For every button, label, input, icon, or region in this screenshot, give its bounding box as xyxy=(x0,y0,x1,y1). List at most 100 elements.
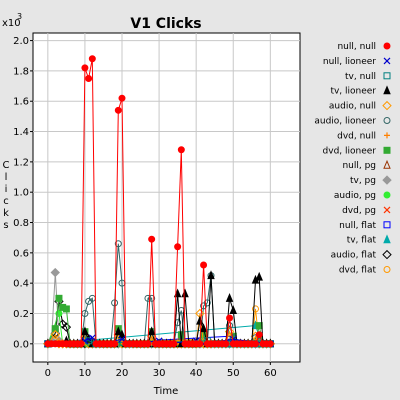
y-tick-label: 0.6 xyxy=(13,248,29,259)
data-point xyxy=(55,294,63,302)
data-point xyxy=(148,235,156,243)
y-tick-label: 1.4 xyxy=(13,127,29,138)
data-point xyxy=(200,261,208,269)
y-tick-label: 0.4 xyxy=(13,279,29,290)
data-point xyxy=(62,305,70,313)
data-point xyxy=(199,323,208,333)
data-point xyxy=(177,146,185,154)
y-tick-label: 1.2 xyxy=(13,157,29,168)
data-point xyxy=(192,340,200,348)
legend-label: dvd, lioneer xyxy=(323,146,377,156)
y-tick-label: 0.0 xyxy=(13,339,29,350)
data-point xyxy=(147,326,156,336)
data-point xyxy=(74,340,81,348)
data-point xyxy=(263,340,271,348)
data-point xyxy=(255,331,263,339)
chart-title: V1 Clicks xyxy=(130,16,201,32)
data-point xyxy=(218,340,226,348)
data-point xyxy=(61,322,72,332)
y-axis-label-char: c xyxy=(3,196,9,207)
legend-label: dvd, pg xyxy=(342,206,376,216)
legend-marker xyxy=(383,57,391,65)
legend-marker xyxy=(383,42,391,50)
x-tick-label: 40 xyxy=(190,368,203,379)
data-point xyxy=(207,270,215,280)
data-point xyxy=(225,293,234,302)
data-point xyxy=(114,326,123,336)
legend-marker xyxy=(383,234,391,244)
plot-area xyxy=(32,32,301,363)
legend-label: null, pg xyxy=(342,161,376,171)
data-point xyxy=(81,64,89,72)
x-tick-label: 0 xyxy=(45,368,51,379)
legend-marker xyxy=(383,221,391,229)
legend-marker xyxy=(384,132,390,139)
data-point xyxy=(50,330,60,340)
data-point xyxy=(50,267,60,278)
data-point xyxy=(114,106,122,114)
data-point xyxy=(174,243,182,251)
legend-label: tv, flat xyxy=(347,236,377,246)
legend-marker xyxy=(383,266,391,273)
y-tick-label: 2.0 xyxy=(13,36,29,47)
y-multiplier-exponent: 3 xyxy=(17,12,22,21)
legend-marker xyxy=(383,72,391,80)
legend: null, null null, lioneer tv, null tv, lione… xyxy=(314,42,392,276)
y-axis-label-char: C xyxy=(3,160,10,171)
data-point xyxy=(81,326,89,336)
data-point xyxy=(166,340,174,348)
data-point xyxy=(248,340,256,348)
legend-label: null, null xyxy=(337,42,376,52)
y-multiplier-base: x10 xyxy=(2,18,21,29)
data-point xyxy=(118,329,126,339)
y-axis-label-char: k xyxy=(3,208,9,219)
data-point xyxy=(255,271,263,281)
legend-label: dvd, flat xyxy=(339,266,377,276)
y-tick-label: 0.8 xyxy=(13,218,29,229)
data-point xyxy=(229,305,238,314)
data-point xyxy=(114,240,122,248)
data-point xyxy=(88,334,96,342)
x-tick-label: 50 xyxy=(227,368,240,379)
legend-label: dvd, null xyxy=(337,131,376,141)
x-tick-label: 10 xyxy=(79,368,92,379)
data-point xyxy=(107,340,115,348)
data-point xyxy=(140,340,148,348)
legend-marker xyxy=(382,175,392,185)
x-tick-label: 20 xyxy=(116,368,129,379)
data-point xyxy=(148,294,156,302)
legend-label: audio, lioneer xyxy=(314,117,376,127)
y-tick-label: 0.2 xyxy=(13,309,29,320)
legend-marker xyxy=(383,191,391,199)
series-1 xyxy=(44,55,274,348)
y-tick-label: 1.0 xyxy=(13,188,29,199)
y-axis-label: Clicks xyxy=(3,160,10,231)
legend-marker xyxy=(383,117,391,124)
data-point xyxy=(252,305,259,313)
data-point xyxy=(226,314,234,322)
legend-label: tv, null xyxy=(345,72,376,82)
data-point xyxy=(203,299,211,307)
data-point xyxy=(51,325,59,333)
data-point xyxy=(118,94,126,102)
legend-marker xyxy=(383,85,391,95)
x-tick-label: 60 xyxy=(264,368,277,379)
y-axis-label-char: s xyxy=(3,220,8,231)
legend-label: null, flat xyxy=(339,221,376,231)
data-point xyxy=(226,322,234,330)
legend-label: null, lioneer xyxy=(323,57,376,67)
x-axis-label: Time xyxy=(153,386,178,397)
y-axis-label-char: l xyxy=(5,172,8,183)
legend-marker xyxy=(382,249,392,260)
legend-marker xyxy=(382,100,392,111)
legend-label: audio, pg xyxy=(334,191,376,201)
y-axis-label-char: i xyxy=(5,184,8,195)
legend-label: audio, flat xyxy=(331,251,377,261)
legend-marker xyxy=(383,146,391,154)
legend-label: audio, null xyxy=(329,102,376,112)
y-tick-label: 1.8 xyxy=(13,66,29,77)
x-tick-label: 30 xyxy=(153,368,166,379)
y-multiplier: x10 3 xyxy=(2,12,22,29)
legend-marker xyxy=(383,206,391,214)
